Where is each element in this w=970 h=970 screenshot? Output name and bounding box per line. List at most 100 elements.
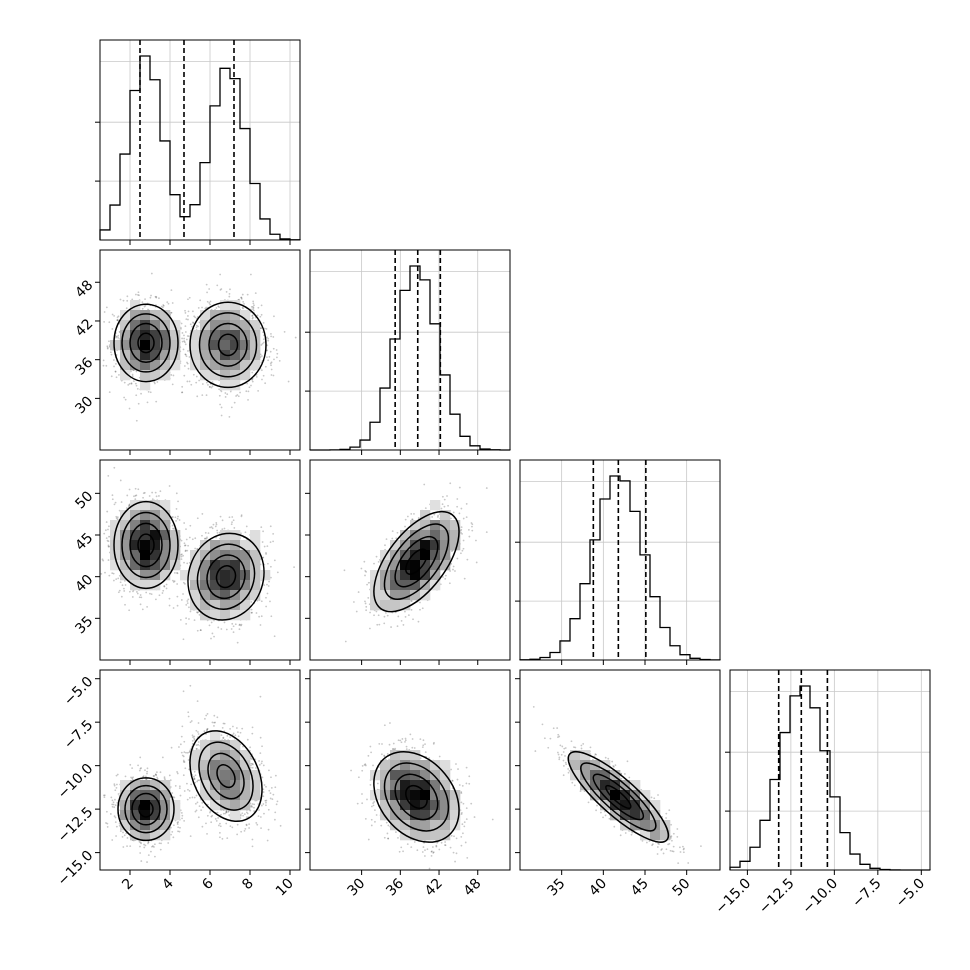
sample-point: [113, 466, 116, 469]
sample-point: [266, 545, 269, 548]
sample-point: [228, 415, 231, 418]
sample-point: [159, 490, 162, 493]
sample-point: [174, 572, 176, 574]
sample-point: [134, 494, 137, 497]
sample-point: [176, 572, 178, 574]
sample-point: [239, 391, 241, 394]
sample-point: [181, 385, 184, 388]
sample-point: [206, 291, 208, 294]
density-cell: [230, 350, 241, 361]
sample-point: [266, 336, 268, 339]
sample-point: [161, 306, 164, 309]
sample-point: [218, 388, 221, 391]
sample-point: [150, 294, 152, 297]
sample-point: [204, 307, 207, 310]
density-cell: [150, 320, 161, 331]
sample-point: [260, 615, 263, 618]
panel-content: [92, 272, 297, 422]
sample-point: [166, 301, 169, 304]
density-cell: [140, 350, 151, 361]
sample-point: [107, 528, 109, 531]
sample-point: [262, 331, 264, 334]
axes-frame: [729, 669, 931, 871]
sample-point: [197, 325, 199, 328]
sample-point: [183, 341, 186, 344]
sample-point: [209, 526, 211, 529]
sample-point: [188, 356, 191, 358]
sample-point: [201, 534, 203, 537]
sample-point: [262, 321, 265, 324]
sample-point: [191, 310, 194, 313]
sample-point: [186, 562, 189, 565]
sample-point: [108, 321, 111, 324]
sample-point: [252, 306, 255, 309]
density-cell: [200, 330, 211, 341]
sample-point: [117, 337, 120, 339]
axes-frame: [99, 39, 301, 241]
sample-point: [213, 635, 215, 638]
sample-point: [116, 516, 119, 519]
sample-point: [267, 339, 270, 342]
sample-point: [117, 319, 119, 322]
sample-point: [230, 406, 233, 409]
sample-point: [147, 308, 149, 311]
sample-point: [260, 327, 263, 329]
sample-point: [219, 273, 222, 276]
sample-point: [133, 495, 135, 498]
sample-point: [233, 527, 236, 529]
sample-point: [149, 391, 152, 394]
sample-point: [252, 309, 255, 312]
sample-point: [110, 375, 113, 378]
sample-point: [250, 601, 253, 603]
sample-point: [141, 301, 144, 303]
sample-point: [187, 367, 190, 370]
sample-point: [145, 591, 148, 594]
sample-point: [122, 299, 125, 302]
sample-point: [283, 330, 286, 333]
sample-point: [184, 325, 187, 328]
sample-point: [251, 371, 254, 374]
sample-point: [116, 335, 118, 338]
sample-point: [114, 501, 117, 504]
sample-point: [199, 629, 202, 631]
sample-point: [195, 326, 198, 329]
density-cell: [240, 320, 251, 331]
sample-point: [124, 584, 127, 586]
sample-point: [189, 610, 192, 613]
density-cell: [120, 350, 131, 361]
density-cell: [140, 330, 151, 341]
sample-point: [141, 608, 144, 611]
sample-point: [240, 623, 243, 626]
contour-level-1: [129, 322, 163, 364]
axes-frame: [519, 459, 721, 661]
sample-point: [229, 390, 232, 393]
sample-point: [199, 299, 202, 302]
sample-point: [107, 474, 110, 477]
density-cell: [200, 370, 211, 381]
sample-point: [180, 553, 182, 556]
sample-point: [294, 336, 297, 339]
sample-point: [165, 587, 168, 590]
density-cell: [220, 360, 231, 371]
sample-point: [196, 629, 199, 632]
sample-point: [186, 602, 189, 605]
sample-point: [135, 293, 137, 296]
sample-point: [134, 487, 137, 490]
sample-point: [120, 501, 123, 503]
sample-point: [228, 516, 231, 519]
sample-point: [115, 578, 118, 581]
sample-point: [185, 528, 187, 531]
density-cell: [170, 330, 181, 341]
density-cell: [210, 370, 221, 381]
sample-point: [270, 335, 273, 338]
sample-point: [191, 325, 193, 328]
sample-point: [260, 304, 263, 307]
sample-point: [273, 635, 276, 638]
contour-level-0: [217, 333, 239, 357]
sample-point: [172, 527, 174, 530]
sample-point: [92, 371, 94, 373]
density-cell: [230, 380, 241, 391]
density-cell: [230, 340, 241, 351]
histogram-step-1: [309, 265, 511, 451]
sample-point: [250, 384, 252, 387]
